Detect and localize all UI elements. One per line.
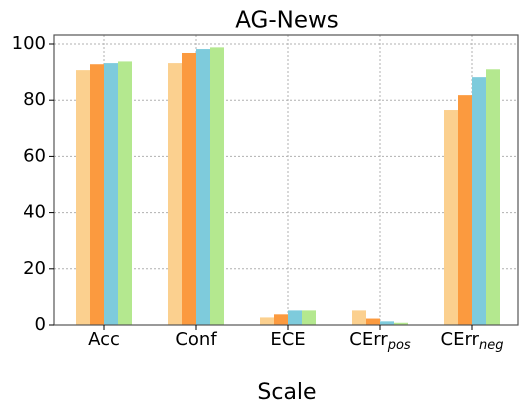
bar	[352, 310, 366, 325]
x-tick-label: Acc	[88, 329, 120, 350]
x-axis-label: Scale	[257, 380, 316, 405]
chart-title: AG-News	[235, 8, 339, 34]
x-tick-label-main: CErr	[441, 329, 480, 350]
bar	[444, 110, 458, 325]
bar	[90, 64, 104, 326]
x-tick-label: CErrpos	[349, 329, 411, 353]
x-tick-label: CErrneg	[441, 329, 504, 353]
bar	[196, 49, 210, 326]
x-tick-label: ECE	[270, 329, 305, 350]
plot-frame	[53, 34, 519, 326]
bar	[458, 95, 472, 326]
x-tick-label-sub: pos	[387, 338, 411, 353]
bar	[394, 322, 408, 325]
bar	[380, 321, 394, 325]
bar	[288, 310, 302, 325]
x-tick-label: Conf	[175, 329, 217, 350]
bar	[260, 317, 274, 325]
y-tick-label: 60	[23, 145, 46, 166]
bar	[274, 314, 288, 325]
y-tick-label: 80	[23, 89, 46, 110]
bar	[118, 61, 132, 325]
bar	[104, 63, 118, 326]
x-tick-label-main: CErr	[349, 329, 388, 350]
bar	[366, 318, 380, 325]
y-tick-label: 100	[12, 33, 46, 54]
bar	[168, 63, 182, 326]
y-tick-label: 0	[35, 314, 46, 335]
bar	[210, 47, 224, 325]
y-tick-label: 40	[23, 202, 46, 223]
bar	[182, 52, 196, 325]
y-tick-label: 20	[23, 258, 46, 279]
bar	[486, 69, 500, 325]
bar	[472, 77, 486, 326]
x-tick-label-sub: neg	[479, 338, 504, 353]
bar	[302, 310, 316, 325]
bar	[76, 70, 90, 325]
